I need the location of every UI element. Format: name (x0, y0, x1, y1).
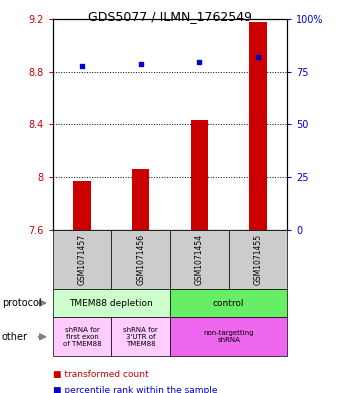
Text: shRNA for
first exon
of TMEM88: shRNA for first exon of TMEM88 (63, 327, 101, 347)
Text: TMEM88 depletion: TMEM88 depletion (69, 299, 153, 307)
Text: other: other (2, 332, 28, 342)
Text: shRNA for
3'UTR of
TMEM88: shRNA for 3'UTR of TMEM88 (123, 327, 158, 347)
Bar (132, 169, 150, 230)
Text: GDS5077 / ILMN_1762549: GDS5077 / ILMN_1762549 (88, 10, 252, 23)
Text: control: control (213, 299, 244, 307)
Text: GSM1071456: GSM1071456 (136, 234, 145, 285)
Bar (249, 22, 267, 230)
Text: GSM1071454: GSM1071454 (195, 234, 204, 285)
Text: protocol: protocol (2, 298, 41, 308)
Text: GSM1071457: GSM1071457 (78, 234, 86, 285)
Text: non-targetting
shRNA: non-targetting shRNA (203, 330, 254, 343)
Text: GSM1071455: GSM1071455 (254, 234, 262, 285)
Bar (73, 181, 91, 230)
Text: ■ percentile rank within the sample: ■ percentile rank within the sample (53, 386, 217, 393)
Bar (190, 120, 208, 230)
Text: ■ transformed count: ■ transformed count (53, 370, 148, 379)
